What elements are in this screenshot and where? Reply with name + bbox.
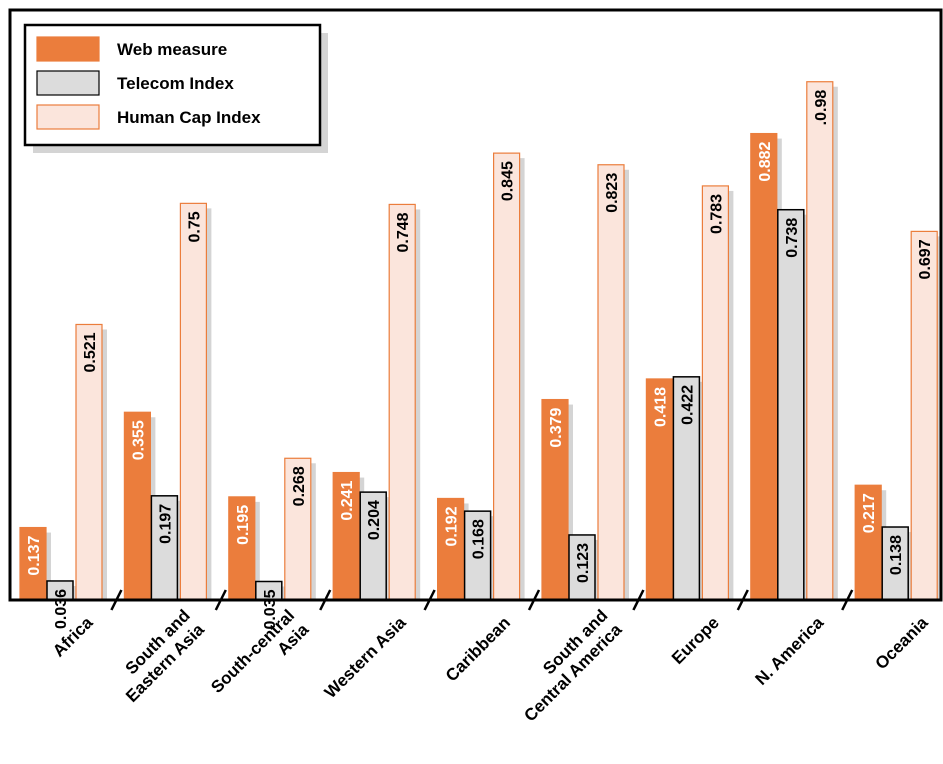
bar-value-label-1-8: 0.138 xyxy=(888,535,905,575)
bar-value-label-0-2: 0.195 xyxy=(235,505,252,545)
bar-value-label-1-3: 0.204 xyxy=(366,500,383,540)
bar-0-1 xyxy=(123,411,152,601)
bar-value-label-1-5: 0.123 xyxy=(575,543,592,583)
bar-1-1 xyxy=(150,495,179,601)
bar-0-8 xyxy=(854,484,882,601)
legend-swatch-2 xyxy=(36,104,100,130)
bar-0-2 xyxy=(228,496,256,601)
bar-value-label-0-6: 0.418 xyxy=(652,387,669,427)
bar-2-0 xyxy=(75,323,103,601)
category-label-6: Europe xyxy=(668,613,723,668)
bar-value-label-0-1: 0.355 xyxy=(130,420,147,460)
bar-value-label-1-7: 0.738 xyxy=(784,218,801,258)
bar-2-1 xyxy=(179,202,207,601)
bar-0-0 xyxy=(19,526,47,601)
bar-value-label-2-3: 0.748 xyxy=(395,212,412,252)
bar-1-7 xyxy=(777,208,805,601)
bar-2-5 xyxy=(597,164,625,601)
bar-value-label-2-7: .0.98 xyxy=(813,90,830,126)
category-label-8: Oceania xyxy=(871,613,932,674)
bar-value-label-2-5: 0.823 xyxy=(604,173,621,213)
bar-0-4 xyxy=(437,497,465,601)
legend-label-0: Web measure xyxy=(117,40,227,59)
bar-value-label-1-0: 0.036 xyxy=(53,589,70,629)
legend-swatch-0 xyxy=(36,36,100,62)
bar-value-label-0-5: 0.379 xyxy=(548,407,565,447)
bar-1-4 xyxy=(463,510,492,601)
bar-value-label-0-3: 0.241 xyxy=(339,480,356,520)
category-label-1: South andEastern Asia xyxy=(108,606,208,706)
bar-value-label-2-0: 0.521 xyxy=(82,332,99,372)
category-label-5: South andCentral America xyxy=(506,606,626,726)
bar-2-2 xyxy=(284,457,312,601)
bar-value-label-2-1: 0.75 xyxy=(186,211,203,242)
bar-value-label-1-4: 0.168 xyxy=(471,519,488,559)
category-label-2: South-centralAsia xyxy=(207,606,312,711)
bar-value-label-0-0: 0.137 xyxy=(26,535,43,575)
bar-0-6 xyxy=(645,378,674,601)
category-label-4: Caribbean xyxy=(442,613,514,685)
bar-value-label-1-6: 0.422 xyxy=(679,385,696,425)
bar-0-7 xyxy=(750,132,778,601)
bars-group: 0.1370.0360.5210.3550.1970.750.1950.0350… xyxy=(19,81,943,630)
legend-swatch-1 xyxy=(36,70,100,96)
bar-value-label-0-7: 0.882 xyxy=(757,141,774,181)
legend-label-2: Human Cap Index xyxy=(117,108,261,127)
bar-2-6 xyxy=(701,185,730,601)
bar-value-label-2-8: 0.697 xyxy=(917,239,934,279)
bar-value-label-1-1: 0.197 xyxy=(157,504,174,544)
bar-2-7 xyxy=(806,81,834,601)
bar-value-label-0-8: 0.217 xyxy=(861,493,878,533)
category-labels-group: Africa South andEastern Asia South-central… xyxy=(49,606,932,726)
bar-value-label-2-6: 0.783 xyxy=(708,194,725,234)
bar-1-6 xyxy=(672,376,701,601)
category-label-3: Western Asia xyxy=(321,613,410,702)
category-label-7: N. America xyxy=(751,613,827,689)
bar-2-4 xyxy=(493,152,521,601)
bar-1-5 xyxy=(568,534,596,601)
bar-2-3 xyxy=(388,203,416,601)
bar-value-label-0-4: 0.192 xyxy=(444,506,461,546)
bar-1-8 xyxy=(881,526,909,601)
bar-2-8 xyxy=(910,230,938,601)
axes-group xyxy=(8,8,943,611)
bar-value-label-2-2: 0.268 xyxy=(291,466,308,506)
bar-value-label-2-4: 0.845 xyxy=(500,161,517,201)
bar-0-3 xyxy=(332,471,360,601)
legend-label-1: Telecom Index xyxy=(117,74,234,93)
legend: Web measure Telecom Index Human Cap Index xyxy=(23,23,328,153)
